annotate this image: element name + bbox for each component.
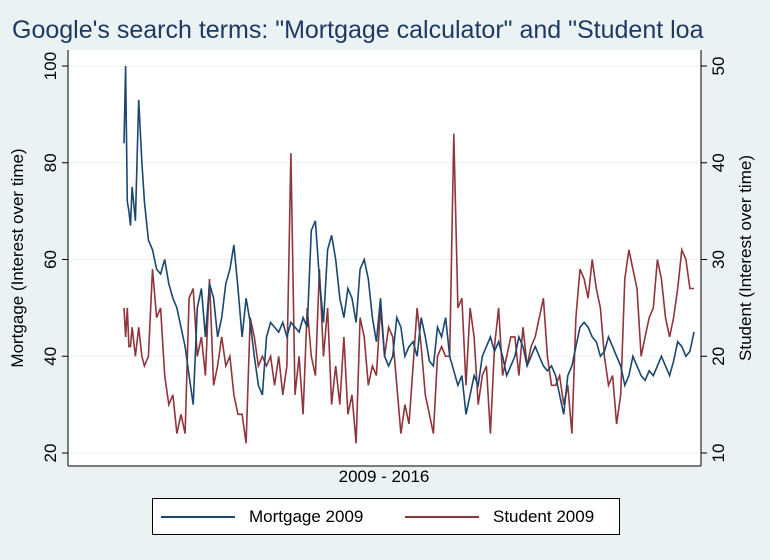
left-y-ticks: 20 40 60 80 100 <box>41 52 68 463</box>
right-axis-title: Student (Interest over time) <box>736 155 755 361</box>
right-tick-label: 10 <box>709 444 728 463</box>
left-tick-label: 40 <box>41 347 60 366</box>
right-tick-label: 50 <box>709 57 728 76</box>
legend-label-mortgage: Mortgage 2009 <box>249 507 364 526</box>
left-tick-label: 80 <box>41 153 60 172</box>
legend-swatch-student <box>405 516 479 518</box>
chart-title: Google's search terms: "Mortgage calcula… <box>12 16 704 44</box>
series-layer <box>123 65 695 444</box>
legend-item-mortgage: Mortgage 2009 <box>161 507 363 527</box>
left-tick-label: 60 <box>41 250 60 269</box>
series-line-mortgage <box>123 65 695 415</box>
left-tick-label: 20 <box>41 444 60 463</box>
plot-area <box>68 50 701 466</box>
left-tick-label: 100 <box>41 52 60 80</box>
legend-swatch-mortgage <box>161 516 235 518</box>
legend-item-student: Student 2009 <box>405 507 594 527</box>
right-tick-label: 40 <box>709 153 728 172</box>
legend-label-student: Student 2009 <box>493 507 595 526</box>
legend: Mortgage 2009 Student 2009 <box>152 498 620 535</box>
right-tick-label: 20 <box>709 347 728 366</box>
x-axis-title: 2009 - 2016 <box>339 467 430 486</box>
series-line-student <box>123 133 694 444</box>
left-axis-title: Mortgage (Interest over time) <box>8 148 27 367</box>
right-tick-label: 30 <box>709 250 728 269</box>
right-y-ticks: 10 20 30 40 50 <box>701 57 728 463</box>
